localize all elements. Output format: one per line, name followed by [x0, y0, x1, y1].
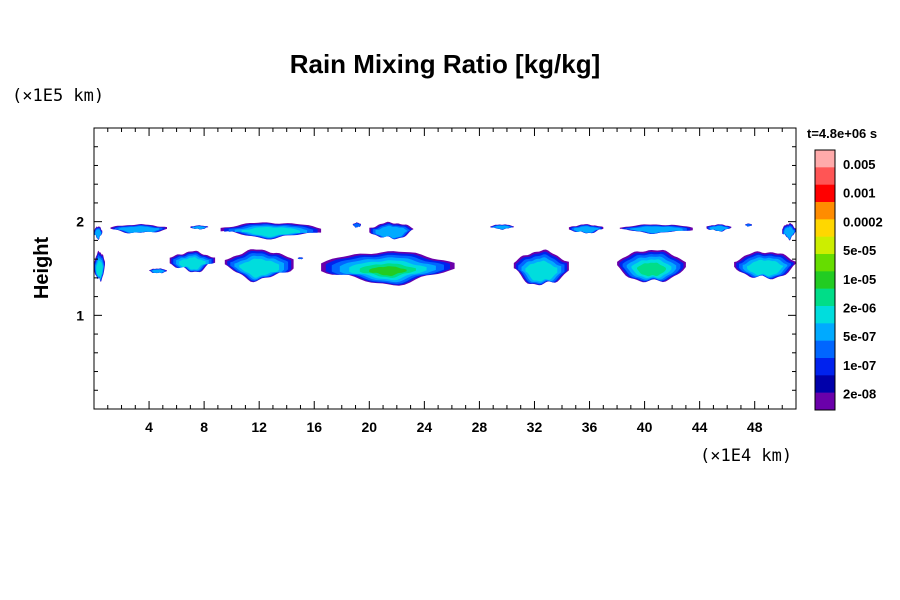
colorbar-label: 1e-07	[843, 358, 876, 373]
chart-title: Rain Mixing Ratio [kg/kg]	[290, 49, 601, 79]
rain-cells	[94, 222, 796, 286]
rain-cell	[190, 225, 208, 229]
colorbar-swatch	[815, 289, 835, 307]
rain-cell	[569, 224, 603, 233]
rain-cell	[490, 224, 513, 229]
colorbar-label: 0.005	[843, 157, 876, 172]
rain-cell	[170, 251, 215, 272]
rain-cell	[514, 250, 569, 286]
rain-cell	[353, 222, 361, 227]
colorbar-label: 2e-08	[843, 387, 876, 402]
colorbar: 0.005 0.001 0.0002 5e-05 1e-05 2e-06 5e-07 1e-0…	[815, 150, 883, 410]
colorbar-swatch	[815, 375, 835, 393]
colorbar-swatch	[815, 306, 835, 324]
x-tick-label: 12	[251, 419, 267, 435]
colorbar-label: 2e-06	[843, 301, 876, 316]
rain-cell	[734, 251, 796, 279]
colorbar-swatch	[815, 254, 835, 272]
rain-cell	[94, 251, 105, 282]
colorbar-label: 1e-05	[843, 272, 876, 287]
x-tick-label: 32	[527, 419, 543, 435]
rain-cell	[620, 224, 693, 234]
x-tick-label: 16	[306, 419, 322, 435]
colorbar-swatch	[815, 202, 835, 220]
rain-cell	[321, 251, 455, 286]
rain-cell	[707, 224, 732, 231]
y-tick-label: 2	[76, 214, 84, 230]
rain-cell	[225, 249, 294, 282]
colorbar-swatch	[815, 167, 835, 185]
colorbar-swatch	[815, 237, 835, 255]
colorbar-swatch	[815, 150, 835, 168]
x-tick-label: 24	[417, 419, 433, 435]
colorbar-label: 0.0002	[843, 214, 883, 229]
rain-cell	[369, 222, 413, 240]
rain-cell	[298, 257, 304, 259]
rain-cell	[94, 226, 102, 240]
rain-cell	[221, 222, 322, 239]
x-tick-label: 8	[200, 419, 208, 435]
x-unit-label: (×1E4 km)	[700, 446, 792, 466]
x-tick-label: 48	[747, 419, 763, 435]
x-tick-label: 28	[472, 419, 488, 435]
colorbar-label: 5e-05	[843, 243, 876, 258]
colorbar-label: 0.001	[843, 186, 876, 201]
rain-cell	[149, 268, 167, 273]
colorbar-label: 5e-07	[843, 329, 876, 344]
rain-cell	[617, 250, 686, 282]
x-axis: 4 8 12 16 20 24 28 32 36 40 44 48	[108, 128, 782, 435]
x-tick-label: 40	[637, 419, 653, 435]
colorbar-swatch	[815, 323, 835, 341]
x-tick-label: 20	[362, 419, 378, 435]
colorbar-swatch	[815, 393, 835, 411]
y-tick-label: 1	[76, 307, 84, 323]
colorbar-swatch	[815, 341, 835, 359]
colorbar-swatch	[815, 271, 835, 289]
x-tick-label: 4	[145, 419, 153, 435]
x-tick-label: 44	[692, 419, 708, 435]
x-tick-label: 36	[582, 419, 598, 435]
rain-cell	[782, 223, 796, 241]
colorbar-time-label: t=4.8e+06 s	[807, 126, 877, 141]
colorbar-swatch	[815, 185, 835, 203]
colorbar-swatch	[815, 219, 835, 237]
rain-cell	[745, 223, 752, 226]
rain-cell	[111, 224, 168, 233]
colorbar-swatch	[815, 358, 835, 376]
y-unit-label: (×1E5 km)	[12, 86, 104, 106]
y-axis-label: Height	[31, 237, 53, 300]
